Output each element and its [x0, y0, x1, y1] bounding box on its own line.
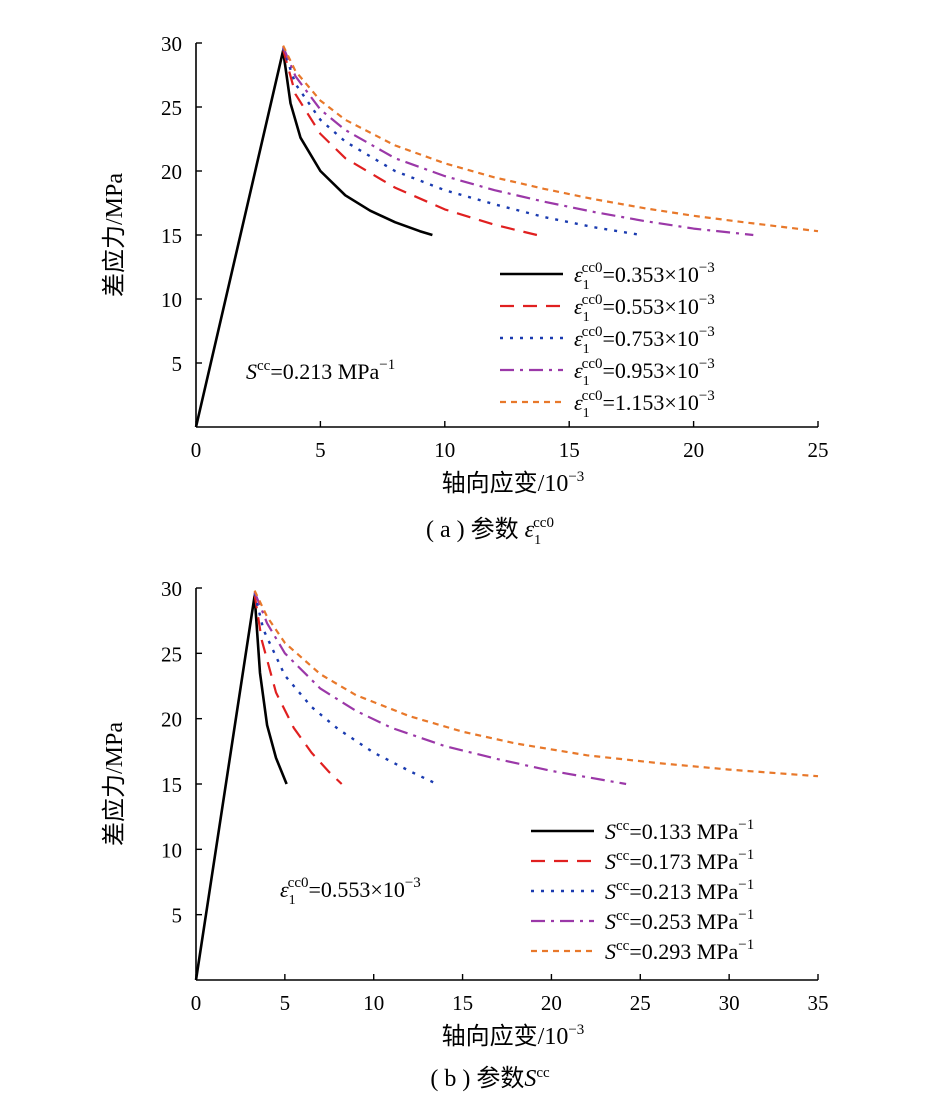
y-tick-label: 15: [161, 224, 182, 248]
x-tick-label: 10: [363, 991, 384, 1015]
legend-entry-3: ε1cc0=0.753×10−3: [574, 324, 715, 357]
legend-entry-4: Scc=0.253 MPa−1: [605, 907, 754, 934]
x-tick-label: 35: [808, 991, 829, 1015]
chart-panel-a: 0 5 10 15 20 25 5 10 15 20 25 30 轴向应变/10−3 差应力/MPa ε1c…: [101, 32, 829, 548]
y-tick-label: 5: [172, 352, 183, 376]
y-axis-title: 差应力/MPa: [101, 173, 128, 297]
y-tick-label: 15: [161, 773, 182, 797]
legend-entry-1: ε1cc0=0.353×10−3: [574, 260, 715, 293]
legend-entry-4: ε1cc0=0.953×10−3: [574, 356, 715, 389]
y-tick-label: 10: [161, 288, 182, 312]
chart-panel-b: 0 5 10 15 20 25 30 35 5 10 15 20 25 30 轴向应变/10−3 差应力/MP…: [101, 577, 829, 1092]
series-line-4: [282, 46, 754, 237]
y-tick-label: 30: [161, 577, 182, 601]
x-tick-label: 15: [559, 438, 580, 462]
legend-entry-5: ε1cc0=1.153×10−3: [574, 388, 715, 421]
y-tick-label: 25: [161, 642, 182, 666]
x-tick-label: 0: [191, 438, 202, 462]
series-line-2: [282, 49, 538, 237]
y-tick-label: 30: [161, 32, 182, 56]
x-tick-label: 20: [683, 438, 704, 462]
y-tick-label: 20: [161, 160, 182, 184]
y-tick-label: 25: [161, 96, 182, 120]
y-tick-label: 10: [161, 838, 182, 862]
x-axis-title: 轴向应变/10−3: [442, 469, 585, 497]
series-line-1: [194, 49, 433, 428]
x-tick-label: 30: [719, 991, 740, 1015]
x-tick-label: 5: [315, 438, 326, 462]
parameter-annotation: Scc=0.213 MPa−1: [246, 357, 395, 384]
y-axis-title: 差应力/MPa: [101, 722, 128, 846]
x-axis-title: 轴向应变/10−3: [442, 1022, 585, 1050]
x-tick-label: 25: [630, 991, 651, 1015]
legend-entry-2: Scc=0.173 MPa−1: [605, 847, 754, 874]
legend-entry-2: ε1cc0=0.553×10−3: [574, 292, 715, 325]
series-line-4: [253, 591, 627, 786]
x-tick-label: 15: [452, 991, 473, 1015]
legend-entry-3: Scc=0.213 MPa−1: [605, 877, 754, 904]
legend-entry-1: Scc=0.133 MPa−1: [605, 817, 754, 844]
x-tick-label: 10: [434, 438, 455, 462]
series-line-5: [253, 590, 819, 778]
parameter-annotation: ε1cc0=0.553×10−3: [280, 875, 421, 908]
panel-caption: ( b ) 参数Scc: [430, 1065, 550, 1092]
series-line-3: [281, 47, 642, 237]
x-tick-label: 0: [191, 991, 202, 1015]
legend-entry-5: Scc=0.293 MPa−1: [605, 937, 754, 964]
x-tick-label: 25: [808, 438, 829, 462]
x-tick-label: 20: [541, 991, 562, 1015]
y-tick-label: 20: [161, 708, 182, 732]
series-line-5: [282, 45, 819, 233]
series-line-2: [253, 594, 343, 785]
y-tick-label: 5: [172, 904, 183, 928]
x-tick-label: 5: [280, 991, 291, 1015]
panel-caption: ( a ) 参数 ε1cc0: [426, 515, 554, 548]
series-line-1: [194, 594, 288, 981]
